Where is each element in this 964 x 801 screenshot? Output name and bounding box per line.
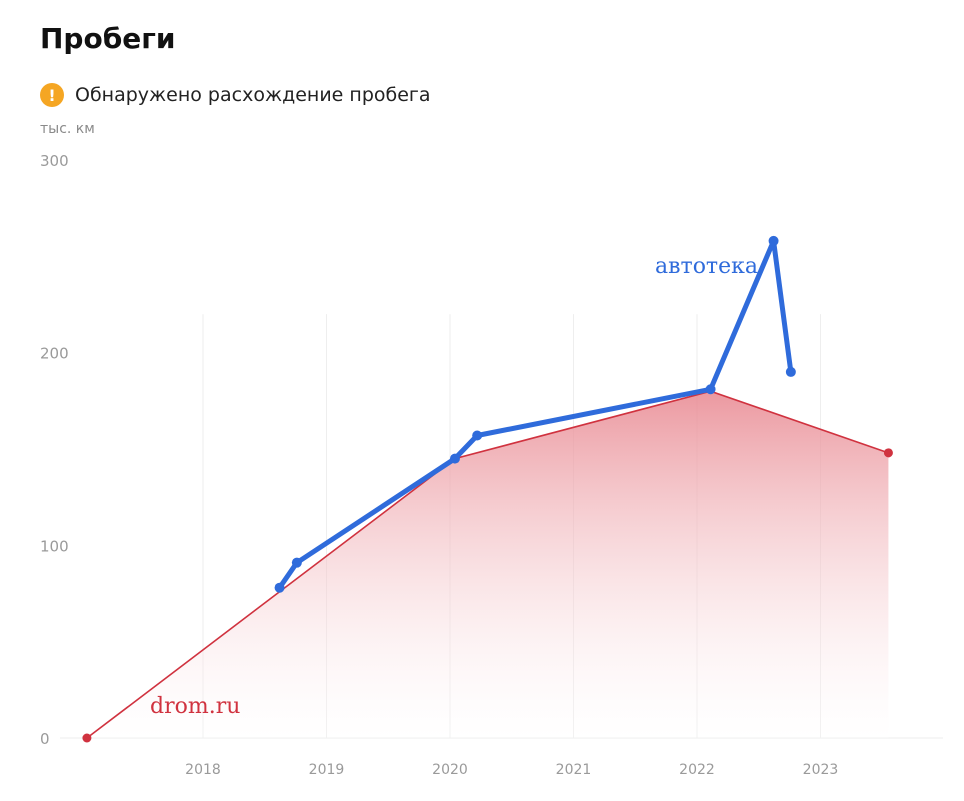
series-label-drom: drom.ru — [150, 694, 240, 719]
drom-series — [82, 389, 893, 743]
series-label-avtoteka: автотека — [655, 254, 758, 279]
x-tick-label: 2023 — [803, 762, 839, 778]
x-tick-label: 2018 — [185, 762, 221, 778]
x-tick-label: 2020 — [432, 762, 468, 778]
drom-area — [86, 391, 889, 738]
avtoteka-point — [785, 366, 796, 377]
y-tick-label: 300 — [40, 152, 69, 170]
mileage-warning: ! Обнаружено расхождение пробега — [40, 82, 431, 108]
y-tick-label: 200 — [40, 345, 69, 363]
x-tick-label: 2021 — [556, 762, 592, 778]
avtoteka-point — [274, 582, 285, 593]
avtoteka-point — [291, 557, 302, 568]
x-tick-label: 2019 — [309, 762, 345, 778]
x-tick-label: 2022 — [679, 762, 715, 778]
avtoteka-point — [705, 384, 716, 395]
y-tick-label: 0 — [40, 730, 50, 748]
avtoteka-point — [449, 453, 460, 464]
avtoteka-point — [472, 430, 483, 441]
page-title: Пробеги — [40, 22, 176, 55]
avtoteka-point — [768, 235, 779, 246]
y-unit-label: тыс. км — [40, 121, 95, 137]
drom-line — [86, 390, 889, 739]
exclamation-icon: ! — [40, 83, 64, 107]
y-tick-label: 100 — [40, 537, 69, 555]
warning-text: Обнаружено расхождение пробега — [75, 84, 431, 106]
drom-point — [883, 448, 893, 458]
avtoteka-series — [274, 235, 796, 593]
drom-point — [82, 733, 92, 743]
